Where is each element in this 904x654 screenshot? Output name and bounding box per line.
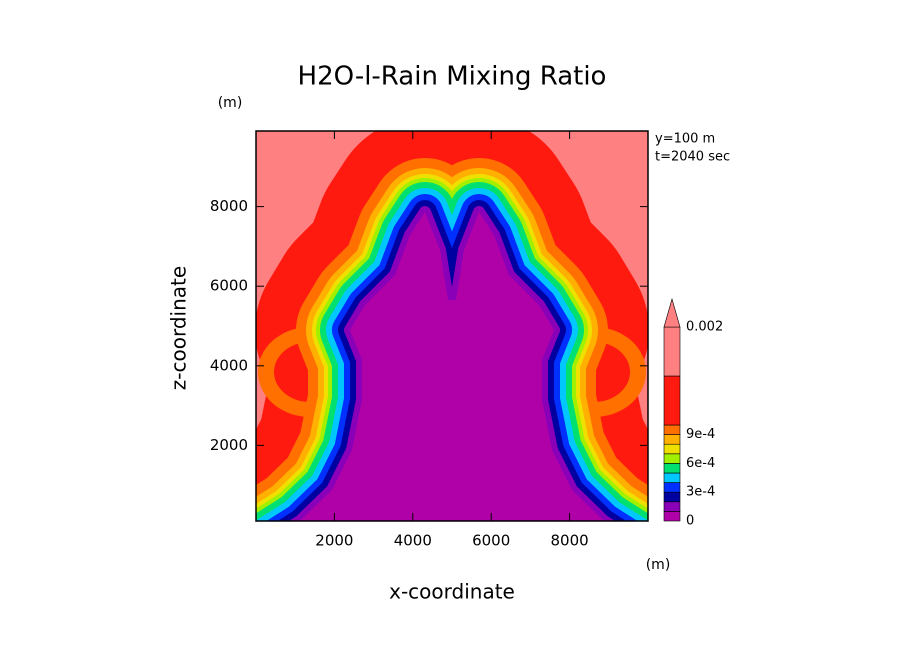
colorbar-tick-label: 9e-4 <box>686 427 715 442</box>
annotation: t=2040 sec <box>655 150 730 165</box>
plot-frame <box>255 130 649 522</box>
y-unit: (m) <box>218 95 243 111</box>
x-tick-label: 2000 <box>315 532 353 550</box>
x-tick-label: 4000 <box>394 532 432 550</box>
colorbar-tick-label: 3e-4 <box>686 485 715 500</box>
colorbar-extension <box>663 297 681 328</box>
colorbar-segment <box>663 375 681 426</box>
colorbar-segment <box>663 491 681 503</box>
x-tick-label: 6000 <box>472 532 510 550</box>
contour-field <box>256 131 648 521</box>
contour-band <box>300 212 604 521</box>
y-tick-label: 6000 <box>210 277 248 295</box>
colorbar-segment <box>663 424 681 435</box>
colorbar-tick-label: 6e-4 <box>686 456 715 471</box>
x-axis-label: x-coordinate <box>389 580 515 604</box>
colorbar-segment <box>663 326 681 377</box>
annotation: y=100 m <box>655 132 715 147</box>
colorbar-segment <box>663 453 681 464</box>
y-axis-label: z-coordinate <box>167 266 191 390</box>
y-tick-label: 4000 <box>210 356 248 374</box>
x-unit: (m) <box>646 557 671 573</box>
chart-title: H2O-l-Rain Mixing Ratio <box>298 62 607 92</box>
colorbar-tick-label: 0 <box>686 514 694 529</box>
colorbar-segment <box>663 482 681 493</box>
y-tick-label: 2000 <box>210 436 248 454</box>
colorbar-segment <box>663 501 681 512</box>
y-tick-label: 8000 <box>210 197 248 215</box>
colorbar-segment <box>663 472 681 483</box>
colorbar-segment <box>663 443 681 455</box>
colorbar-segment <box>663 463 681 474</box>
x-tick-label: 8000 <box>551 532 589 550</box>
colorbar-tick-label: 0.002 <box>686 320 723 335</box>
colorbar-segment <box>663 511 681 522</box>
colorbar-segment <box>663 434 681 445</box>
